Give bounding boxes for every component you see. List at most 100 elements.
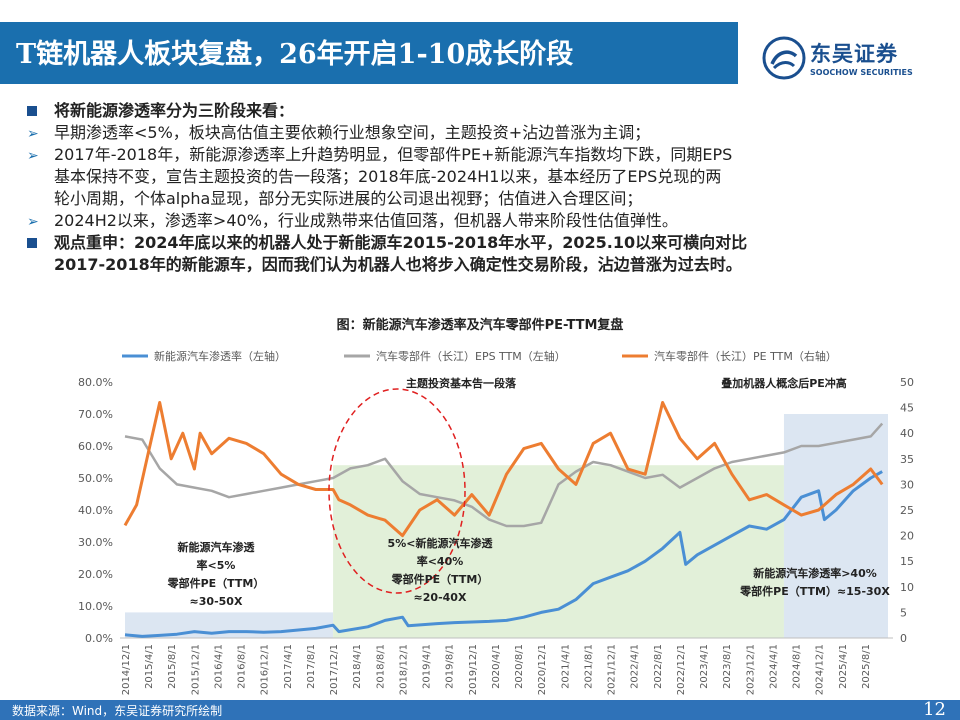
annotation-robot-pe: 叠加机器人概念后PE冲高 [721, 376, 847, 390]
stage-label: 零部件PE（TTM）≈15-30X [739, 584, 890, 598]
bullet-text: 观点重申：2024年底以来的机器人处于新能源车2015-2018年水平，2025… [54, 233, 748, 252]
bullet-line: 观点重申：2024年底以来的机器人处于新能源车2015-2018年水平，2025… [24, 232, 954, 254]
x-tick-label: 2018/12/1 [398, 644, 409, 695]
y-left-tick-label: 60.0% [78, 440, 113, 453]
stage-label: 零部件PE（TTM） [391, 572, 489, 586]
x-tick-label: 2023/8/1 [722, 644, 733, 689]
y-right-tick-label: 30 [900, 478, 914, 491]
soochow-logo-icon [762, 36, 806, 80]
x-tick-label: 2021/12/1 [607, 644, 618, 695]
logo-english: SOOCHOW SECURITIES [810, 68, 913, 77]
y-right-tick-label: 45 [900, 402, 914, 415]
shaded-region-1 [125, 612, 334, 638]
square-bullet-icon [27, 100, 37, 122]
x-tick-label: 2017/12/1 [329, 644, 340, 695]
y-left-tick-label: 30.0% [78, 536, 113, 549]
x-tick-label: 2015/12/1 [190, 644, 201, 695]
x-tick-label: 2019/12/1 [468, 644, 479, 695]
stage-label: 率<5% [197, 558, 236, 572]
x-tick-label: 2020/8/1 [514, 644, 525, 689]
legend-label-1: 新能源汽车渗透率（左轴） [154, 349, 286, 363]
x-tick-label: 2019/8/1 [445, 644, 456, 689]
stage-label: 零部件PE（TTM） [167, 576, 265, 590]
bullet-text: 早期渗透率<5%，板块高估值主要依赖行业想象空间，主题投资+沾边普涨为主调； [54, 123, 651, 142]
legend-label-2: 汽车零部件（长江）EPS TTM（左轴） [376, 349, 566, 363]
y-right-tick-label: 5 [900, 606, 907, 619]
y-left-tick-label: 10.0% [78, 600, 113, 613]
x-tick-label: 2022/8/1 [653, 644, 664, 689]
bullet-text: 基本保持不变，宣告主题投资的告一段落；2018年底-2024H1以来，基本经历了… [54, 167, 722, 186]
x-tick-label: 2024/12/1 [815, 644, 826, 695]
stage-label: 新能源汽车渗透率>40% [753, 566, 877, 580]
x-tick-label: 2016/12/1 [260, 644, 271, 695]
page-title: T链机器人板块复盘，26年开启1-10成长阶段 [16, 39, 574, 70]
x-tick-label: 2022/4/1 [630, 644, 641, 689]
x-tick-label: 2016/4/1 [213, 644, 224, 689]
series-line-3 [123, 401, 884, 538]
y-left-tick-label: 70.0% [78, 408, 113, 421]
bullet-line: 轮小周期，个体alpha显现，部分无实际进展的公司退出视野；估值进入合理区间； [24, 188, 954, 210]
y-right-tick-label: 0 [900, 632, 907, 645]
footer-bar: 数据来源：Wind，东吴证券研究所绘制 12 [0, 699, 960, 720]
y-left-tick-label: 20.0% [78, 568, 113, 581]
arrow-bullet-icon: ➢ [27, 148, 39, 164]
logo-name: 东吴证券 [810, 42, 898, 66]
x-tick-label: 2019/4/1 [422, 644, 433, 689]
bullet-line: 基本保持不变，宣告主题投资的告一段落；2018年底-2024H1以来，基本经历了… [24, 166, 954, 188]
x-tick-label: 2020/12/1 [537, 644, 548, 695]
x-tick-label: 2015/8/1 [167, 644, 178, 689]
x-tick-label: 2017/8/1 [306, 644, 317, 689]
stage-label: 新能源汽车渗透 [178, 540, 256, 554]
bullet-text: 2017年-2018年，新能源渗透率上升趋势明显，但零部件PE+新能源汽车指数均… [54, 145, 733, 164]
bullet-line: 2017-2018年的新能源车，因而我们认为机器人也将步入确定性交易阶段，沾边普… [24, 254, 954, 276]
x-tick-label: 2024/4/1 [768, 644, 779, 689]
chart-title: 图：新能源汽车渗透率及汽车零部件PE-TTM复盘 [336, 318, 624, 333]
square-bullet-icon [27, 232, 37, 254]
x-tick-label: 2025/4/1 [838, 644, 849, 689]
y-right-tick-label: 35 [900, 453, 914, 466]
bullet-line: 将新能源渗透率分为三阶段来看： [24, 100, 954, 122]
shaded-region-3 [783, 414, 888, 638]
stage-label: 率<40% [417, 554, 464, 568]
x-tick-label: 2023/4/1 [699, 644, 710, 689]
bullet-list: 将新能源渗透率分为三阶段来看： ➢ 早期渗透率<5%，板块高估值主要依赖行业想象空间… [24, 100, 954, 276]
series-line-1 [124, 470, 883, 638]
bullet-line: ➢ 早期渗透率<5%，板块高估值主要依赖行业想象空间，主题投资+沾边普涨为主调； [24, 122, 954, 144]
stage-label: ≈30-50X [190, 595, 243, 608]
y-left-tick-label: 0.0% [85, 632, 113, 645]
arrow-bullet-icon: ➢ [27, 214, 39, 230]
company-logo: 东吴证券 SOOCHOW SECURITIES [762, 36, 932, 82]
bullet-text: 将新能源渗透率分为三阶段来看： [54, 101, 295, 120]
penetration-pe-chart: 0.0% 10.0% 20.0% 30.0% 40.0% 50.0% 60.0% 70.0% 8… [78, 349, 914, 695]
arrow-bullet-icon: ➢ [27, 126, 39, 142]
x-tick-label: 2021/4/1 [560, 644, 571, 689]
bullet-text: 2017-2018年的新能源车，因而我们认为机器人也将步入确定性交易阶段，沾边普… [54, 255, 742, 274]
x-tick-label: 2021/8/1 [583, 644, 594, 689]
x-tick-label: 2024/8/1 [792, 644, 803, 689]
y-right-tick-label: 25 [900, 504, 914, 517]
x-tick-label: 2018/8/1 [375, 644, 386, 689]
x-tick-label: 2016/8/1 [237, 644, 248, 689]
y-right-tick-label: 20 [900, 530, 914, 543]
x-tick-label: 2017/4/1 [283, 644, 294, 689]
legend-label-3: 汽车零部件（长江）PE TTM（右轴） [654, 349, 837, 363]
y-right-tick-label: 50 [900, 376, 914, 389]
y-left-tick-label: 40.0% [78, 504, 113, 517]
y-right-tick-label: 15 [900, 555, 914, 568]
data-source: 数据来源：Wind，东吴证券研究所绘制 [12, 704, 223, 718]
bullet-text: 2024H2以来，渗透率>40%，行业成熟带来估值回落，但机器人带来阶段性估值弹… [54, 211, 678, 230]
highlight-ellipse [328, 388, 466, 594]
x-tick-label: 2025/8/1 [861, 644, 872, 689]
annotation-theme-end: 主题投资基本告一段落 [406, 376, 517, 390]
stage-label: 5%<新能源汽车渗透 [388, 536, 494, 550]
y-right-tick-label: 40 [900, 427, 914, 440]
bullet-line: ➢ 2017年-2018年，新能源渗透率上升趋势明显，但零部件PE+新能源汽车指数… [24, 144, 954, 166]
x-tick-label: 2022/12/1 [676, 644, 687, 695]
page-number: 12 [923, 699, 946, 720]
x-tick-label: 2018/4/1 [352, 644, 363, 689]
x-tick-label: 2023/12/1 [745, 644, 756, 695]
x-tick-label: 2015/4/1 [144, 644, 155, 689]
title-bar: T链机器人板块复盘，26年开启1-10成长阶段 [0, 22, 738, 84]
y-left-tick-label: 80.0% [78, 376, 113, 389]
bullet-text: 轮小周期，个体alpha显现，部分无实际进展的公司退出视野；估值进入合理区间； [54, 189, 643, 208]
